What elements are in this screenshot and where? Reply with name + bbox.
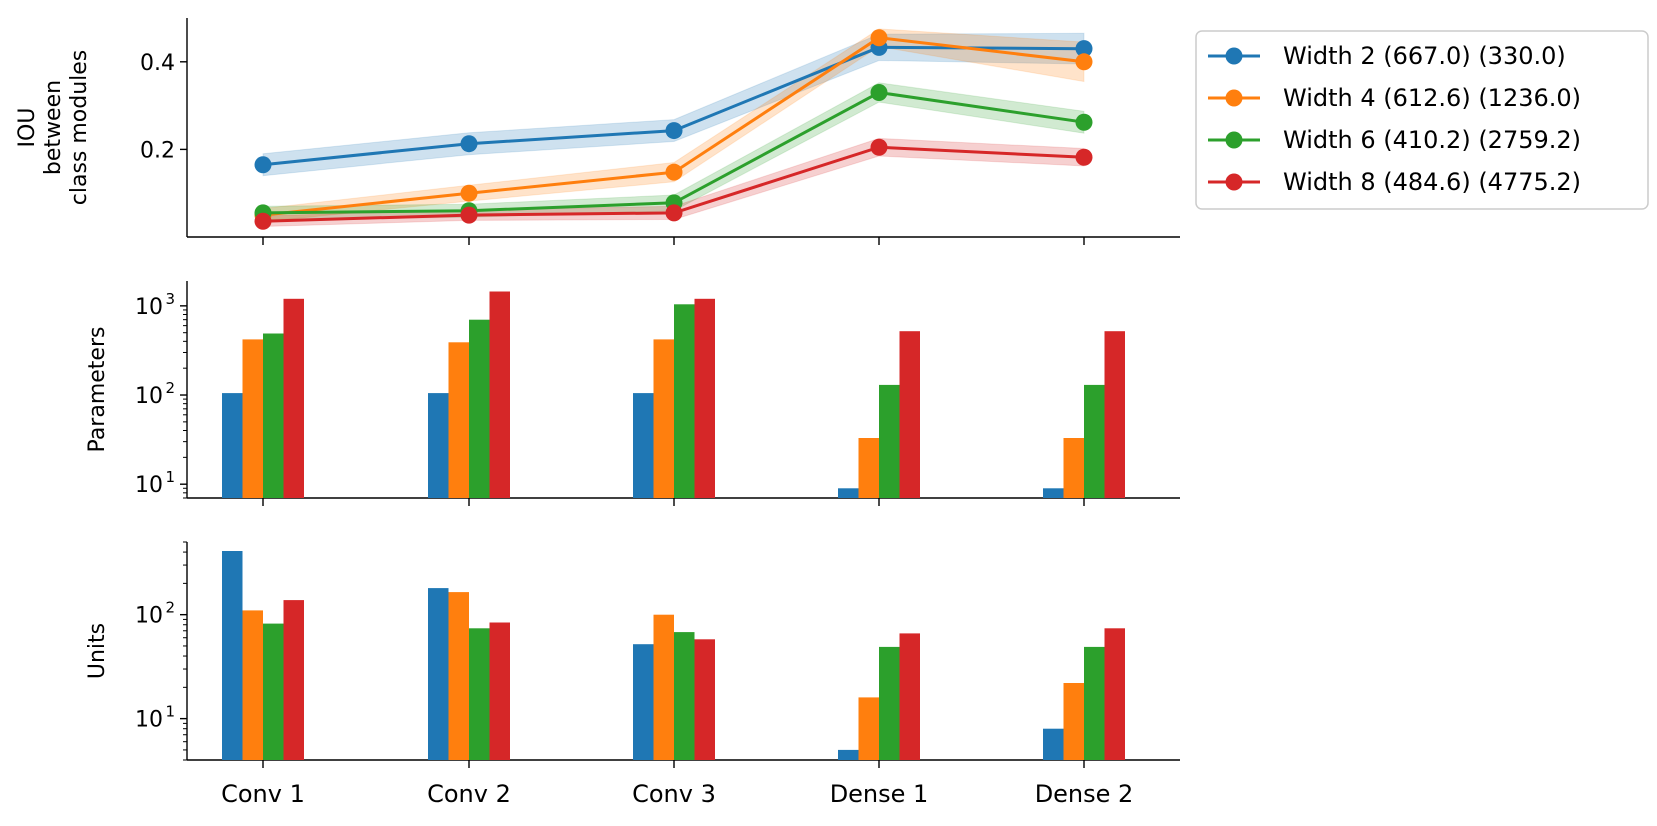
- legend: Width 2 (667.0) (330.0) Width 4 (612.6) (…: [1195, 30, 1649, 210]
- data-point-series-4-conv-3: [665, 204, 683, 222]
- iou-panel: 0.2 0.4 IOUbetweenclass modules: [15, 18, 1180, 245]
- x-tick-label-4: Dense 1: [830, 780, 929, 808]
- legend-marker-3: [1225, 131, 1243, 149]
- data-point-series-1-conv-2: [460, 135, 478, 153]
- y-tick-label: 10: [135, 295, 163, 320]
- y-tick-label: 0.2: [140, 138, 175, 163]
- data-point-series-2-conv-3: [665, 163, 683, 181]
- bar-series-3-conv-1: [263, 333, 284, 498]
- x-tick-labels: Conv 1 Conv 2 Conv 3 Dense 1 Dense 2: [221, 780, 1133, 808]
- y-tick-exponent: 3: [165, 290, 175, 308]
- y-axis-label-line: between: [41, 80, 66, 175]
- bar-series-2-dense-1: [858, 438, 879, 498]
- bar-series-2-conv-2: [448, 342, 469, 498]
- legend-label-3: Width 6 (410.2) (2759.2): [1283, 126, 1581, 154]
- y-tick-label: 10: [135, 384, 163, 409]
- x-tick-label-1: Conv 1: [221, 780, 305, 808]
- bar-series-3-conv-3: [674, 632, 695, 760]
- y-tick-exponent: 1: [165, 703, 175, 721]
- bar-series-4-dense-1: [899, 633, 920, 760]
- bar-series-4-dense-1: [899, 331, 920, 498]
- x-tick-label-3: Conv 3: [632, 780, 716, 808]
- x-tick-label-2: Conv 2: [427, 780, 511, 808]
- y-tick-label: 10: [135, 708, 163, 733]
- bar-series-4-conv-1: [283, 298, 304, 498]
- data-point-series-4-dense-1: [870, 138, 888, 156]
- bar-series-4-conv-3: [694, 639, 715, 760]
- bar-series-1-conv-1: [222, 551, 243, 760]
- y-axis-label-line: class modules: [67, 50, 92, 206]
- data-point-series-2-dense-2: [1075, 53, 1093, 71]
- data-point-series-2-dense-1: [870, 29, 888, 47]
- legend-label-4: Width 8 (484.6) (4775.2): [1283, 168, 1581, 196]
- legend-marker-4: [1225, 173, 1243, 191]
- bar-series-3-dense-1: [879, 646, 900, 760]
- data-point-series-1-conv-3: [665, 122, 683, 140]
- bar-series-3-conv-3: [674, 304, 695, 498]
- bar-series-4-dense-2: [1104, 331, 1125, 498]
- y-tick-label: 0.4: [140, 51, 175, 76]
- y-axis-label: IOUbetweenclass modules: [15, 50, 92, 206]
- data-point-series-2-conv-2: [460, 184, 478, 202]
- data-point-series-3-dense-2: [1075, 113, 1093, 131]
- bar-series-1-dense-2: [1043, 728, 1064, 760]
- bar-series-3-dense-2: [1084, 384, 1105, 498]
- bar-series-4-dense-2: [1104, 628, 1125, 760]
- data-point-series-4-conv-2: [460, 206, 478, 224]
- y-axis-label: Parameters: [85, 327, 110, 453]
- y-axis-label-line: IOU: [15, 108, 40, 148]
- bar-series-4-conv-3: [694, 298, 715, 498]
- bar-series-1-conv-1: [222, 393, 243, 498]
- legend-label-1: Width 2 (667.0) (330.0): [1283, 42, 1566, 70]
- bar-series-3-conv-2: [469, 628, 490, 760]
- bar-series-3-conv-2: [469, 319, 490, 498]
- bar-series-4-conv-1: [283, 600, 304, 760]
- legend-box: [1195, 30, 1649, 210]
- bar-series-3-conv-1: [263, 623, 284, 760]
- bar-series-2-dense-1: [858, 697, 879, 760]
- y-axis-label: Units: [85, 623, 110, 679]
- bar-series-1-conv-3: [633, 393, 654, 498]
- bar-series-1-conv-2: [428, 588, 449, 760]
- data-point-series-4-dense-2: [1075, 148, 1093, 166]
- legend-marker-2: [1225, 89, 1243, 107]
- bar-series-1-dense-1: [838, 488, 859, 498]
- bar-series-1-dense-2: [1043, 488, 1064, 498]
- bar-series-4-conv-2: [489, 622, 510, 760]
- data-point-series-1-conv-1: [254, 156, 272, 174]
- y-tick-exponent: 2: [165, 379, 175, 397]
- legend-marker-1: [1225, 47, 1243, 65]
- bar-series-1-dense-1: [838, 749, 859, 760]
- bar-series-2-conv-1: [242, 610, 263, 760]
- data-point-series-1-dense-2: [1075, 40, 1093, 58]
- bar-series-2-conv-1: [242, 339, 263, 498]
- bar-series-1-conv-2: [428, 393, 449, 498]
- bar-series-4-conv-2: [489, 291, 510, 498]
- bar-series-2-conv-2: [448, 592, 469, 760]
- bar-series-1-conv-3: [633, 644, 654, 760]
- y-tick-label: 10: [135, 473, 163, 498]
- y-tick-exponent: 1: [165, 468, 175, 486]
- data-point-series-4-conv-1: [254, 212, 272, 230]
- bar-series-3-dense-2: [1084, 646, 1105, 760]
- bar-series-3-dense-1: [879, 384, 900, 498]
- bar-series-2-dense-2: [1063, 683, 1084, 760]
- bar-series-2-conv-3: [653, 614, 674, 760]
- data-point-series-3-dense-1: [870, 83, 888, 101]
- bar-series-2-dense-2: [1063, 438, 1084, 498]
- bar-series-2-conv-3: [653, 339, 674, 498]
- y-tick-label: 10: [135, 604, 163, 629]
- legend-label-2: Width 4 (612.6) (1236.0): [1283, 84, 1581, 112]
- y-tick-exponent: 2: [165, 599, 175, 617]
- x-tick-label-5: Dense 2: [1035, 780, 1134, 808]
